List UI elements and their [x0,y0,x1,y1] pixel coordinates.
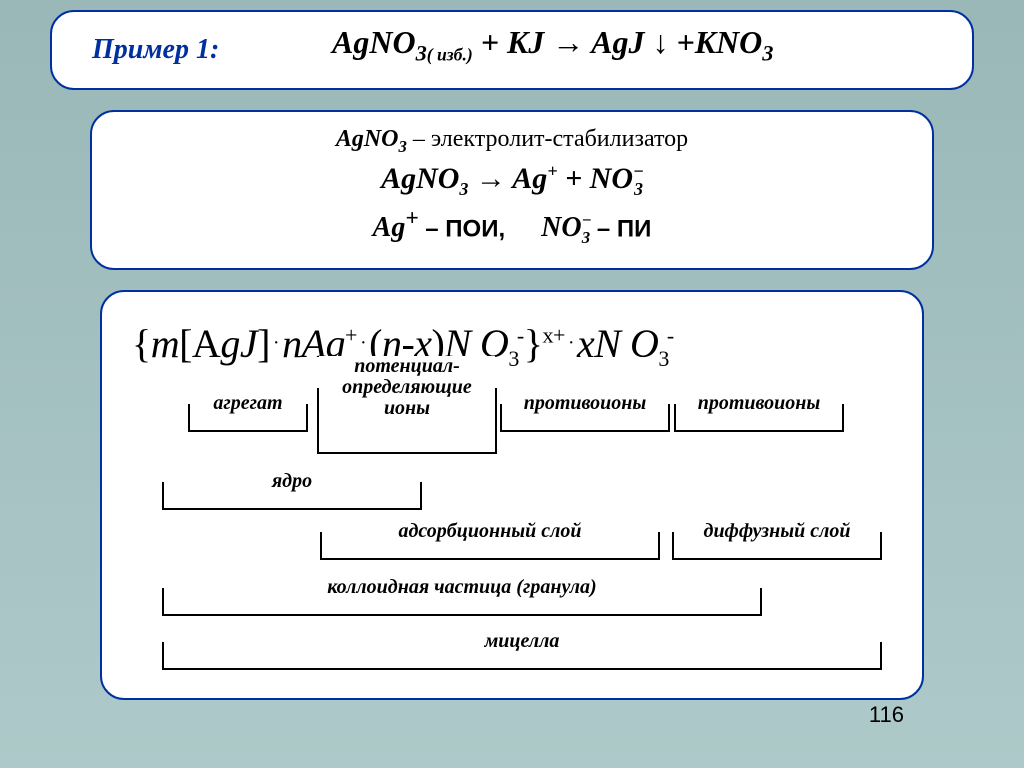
label-counterions-1: противоионы [500,404,670,432]
main-equation: AgNO3( изб.) + KJ → AgJ ↓ +KNO3 [332,24,773,66]
label-diffuse-layer: диффузный слой [672,532,882,560]
label-colloidal-particle: коллоидная частица (гранула) [162,588,762,616]
panel-micelle-structure: {m[AgJ]·nAg+·(n-x)N O3-}x+·xN O3- агрега… [100,290,924,700]
stabilizer-text: – электролит-стабилизатор [407,126,688,152]
ion-roles-line: Ag+ – ПОИ, NO−3 – ПИ [112,206,912,248]
electrolyte-stabilizer-line: AgNO3 – электролит-стабилизатор [112,126,912,157]
poi-ion: Ag+ [373,212,419,243]
label-nucleus: ядро [162,482,422,510]
panel-electrolyte: AgNO3 – электролит-стабилизатор AgNO3 → … [90,110,934,270]
pi-label: – ПИ [590,215,651,242]
poi-label: – ПОИ, [419,215,506,242]
label-counterions-2: противоионы [674,404,844,432]
label-potential-ions: потенциал-определяющие ионы [317,388,497,454]
label-aggregate: агрегат [188,404,308,432]
pi-ion: NO−3 [541,212,590,243]
dissociation-equation: AgNO3 → Ag+ + NO−3 [112,161,912,200]
page-number: 116 [869,702,904,728]
label-adsorption-layer: адсорбционный слой [320,532,660,560]
label-micelle: мицелла [162,642,882,670]
example-label: Пример 1: [92,34,219,66]
agno3-formula: AgNO3 [336,126,407,152]
panel-example-header: Пример 1: AgNO3( изб.) + KJ → AgJ ↓ +KNO… [50,10,974,90]
